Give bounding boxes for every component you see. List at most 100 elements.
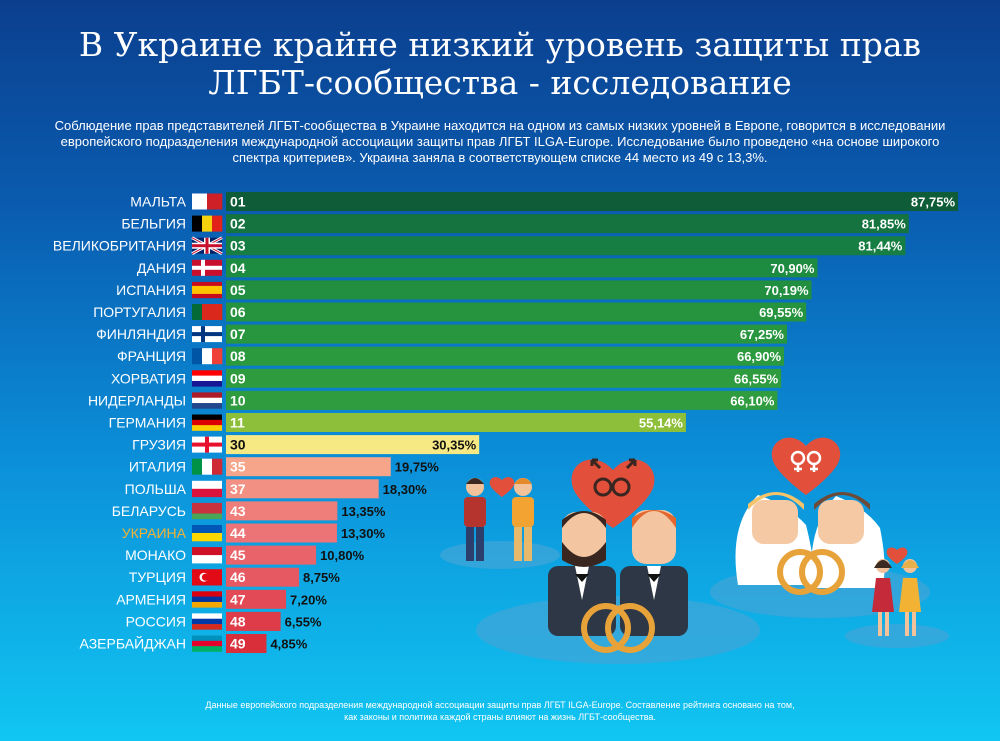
- small-female-couple: [872, 547, 921, 636]
- heart-male-symbol-icon: [571, 459, 655, 528]
- flag-stripe: [202, 215, 213, 232]
- flag-stripe: [192, 215, 203, 232]
- flag-stripe: [192, 480, 222, 490]
- country-label: ГРУЗИЯ: [132, 437, 186, 453]
- country-label: ВЕЛИКОБРИТАНИЯ: [53, 238, 186, 254]
- ring-icon: [799, 549, 845, 595]
- page-title: В Украине крайне низкий уровень защиты п…: [0, 26, 1000, 102]
- flag-stripe: [192, 332, 222, 337]
- value-label: 67,25%: [740, 327, 785, 342]
- bar: [226, 457, 391, 477]
- bar: [226, 589, 287, 609]
- source-footnote: Данные европейского подразделения междун…: [100, 699, 900, 723]
- flag-stripe: [192, 513, 222, 520]
- flag-stripe: [192, 281, 222, 287]
- ring-icon: [777, 549, 823, 595]
- flag-stripe: [192, 591, 222, 597]
- country-flag-icon: [191, 236, 223, 256]
- value-label: 87,75%: [911, 195, 956, 210]
- floor-shadow: [440, 541, 560, 569]
- country-flag-icon: [192, 569, 222, 586]
- rank-label: 07: [230, 326, 246, 342]
- rank-label: 08: [230, 348, 246, 364]
- country-label: ФИНЛЯНДИЯ: [96, 326, 186, 342]
- bar: [226, 479, 379, 499]
- rank-label: 45: [230, 547, 246, 563]
- flag-stripe: [192, 304, 203, 320]
- flag-stripe: [192, 348, 203, 365]
- flag-stripe: [192, 193, 208, 210]
- rank-label: 03: [230, 238, 246, 254]
- flag-stripe: [202, 304, 213, 320]
- footnote-line-1: Данные европейского подразделения междун…: [205, 700, 795, 710]
- flag-stripe: [192, 601, 222, 608]
- value-label: 10,80%: [320, 548, 365, 563]
- country-label: ГЕРМАНИЯ: [109, 415, 186, 431]
- flag-stripe: [202, 458, 213, 475]
- bar: [226, 545, 317, 565]
- value-label: 4,85%: [270, 637, 307, 652]
- country-label: УКРАИНА: [122, 525, 187, 541]
- title-line-1: В Украине крайне низкий уровень защиты п…: [78, 25, 922, 64]
- value-label: 70,90%: [770, 261, 815, 276]
- ring-icon: [605, 603, 655, 653]
- country-flag-icon: [192, 635, 222, 652]
- bar: [226, 435, 480, 455]
- flag-stripe: [192, 375, 222, 382]
- value-label: 66,10%: [730, 393, 775, 408]
- value-label: 81,85%: [862, 217, 907, 232]
- flag-stripe: [192, 370, 222, 376]
- flag-stripe: [192, 289, 222, 295]
- rank-label: 49: [230, 636, 246, 652]
- country-label: АРМЕНИЯ: [116, 591, 186, 607]
- flag-stripe: [192, 596, 222, 603]
- flag-stripe: [192, 555, 222, 564]
- country-label: БЕЛЬГИЯ: [121, 216, 186, 232]
- flag-stripe: [212, 304, 223, 320]
- flag-stripe: [192, 640, 222, 647]
- value-label: 70,19%: [764, 283, 809, 298]
- flag-stripe: [192, 397, 222, 404]
- value-label: 13,35%: [341, 504, 386, 519]
- value-label: 13,30%: [341, 526, 386, 541]
- male-couple: [548, 458, 688, 653]
- bar: [226, 302, 807, 322]
- flag-stripe: [192, 635, 222, 642]
- female-couple: [735, 437, 885, 595]
- value-label: 55,14%: [639, 416, 684, 431]
- value-label: 81,44%: [858, 239, 903, 254]
- heart-icon: [886, 547, 908, 564]
- flag-stripe: [192, 414, 222, 421]
- rank-label: 46: [230, 569, 246, 585]
- heart-icon: [489, 477, 515, 497]
- bar: [226, 567, 299, 587]
- bar: [226, 236, 906, 256]
- rank-label: 37: [230, 481, 246, 497]
- country-label: ФРАНЦИЯ: [117, 348, 186, 364]
- country-label: ТУРЦИЯ: [129, 569, 186, 585]
- bar: [226, 280, 812, 300]
- value-label: 18,30%: [383, 482, 428, 497]
- small-male-couple: [464, 477, 534, 561]
- value-label: 69,55%: [759, 305, 804, 320]
- flag-stripe: [202, 348, 213, 365]
- bar: [226, 501, 338, 521]
- country-flag-icon: [192, 193, 223, 210]
- heart-female-symbol-icon: [771, 437, 841, 495]
- country-flag-icon: [192, 502, 222, 520]
- bar: [226, 523, 337, 543]
- value-label: 30,35%: [432, 438, 477, 453]
- country-label: МАЛЬТА: [130, 194, 186, 210]
- country-flag-icon: [192, 259, 222, 276]
- flag-stripe: [212, 215, 223, 232]
- country-label: АЗЕРБАЙДЖАН: [80, 635, 186, 652]
- title-line-2: ЛГБТ-сообщества - исследование: [208, 63, 792, 102]
- rank-label: 10: [230, 392, 246, 408]
- flag-stripe: [192, 392, 222, 399]
- country-flag-icon: [192, 525, 222, 542]
- flag-stripe: [192, 244, 222, 248]
- flag-stripe: [192, 613, 222, 620]
- rank-label: 30: [230, 437, 246, 453]
